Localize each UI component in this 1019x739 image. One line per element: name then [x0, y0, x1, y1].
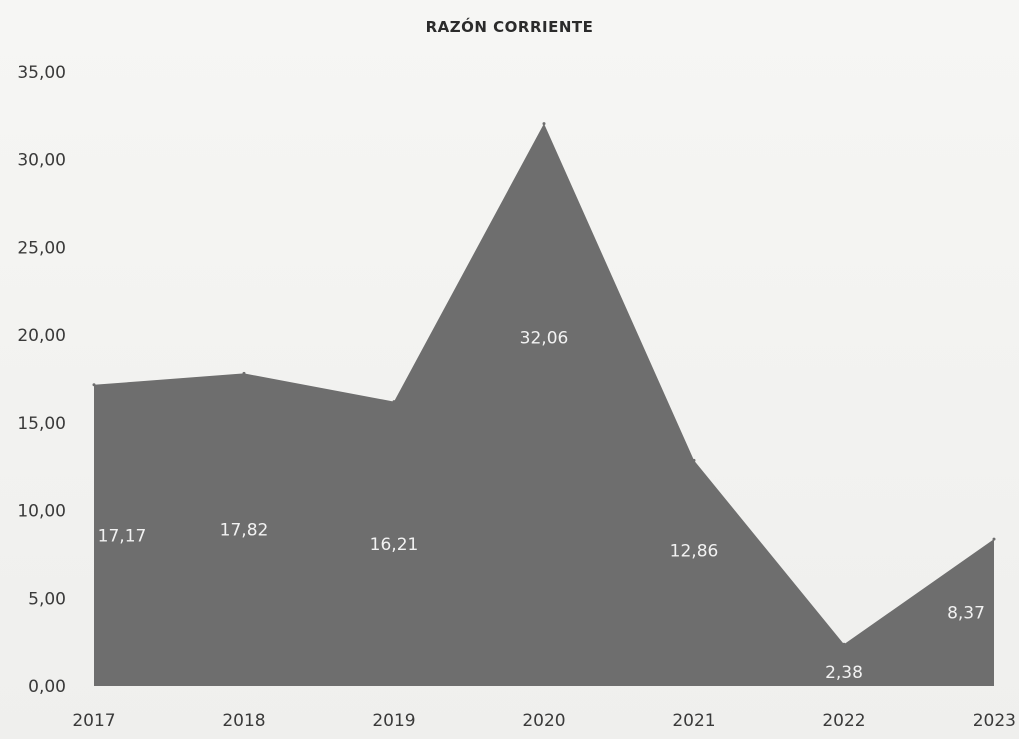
chart-title: RAZÓN CORRIENTE [425, 18, 594, 36]
x-tick-label: 2018 [222, 711, 265, 731]
data-point [242, 371, 246, 375]
x-tick-label: 2019 [372, 711, 415, 731]
x-tick-label: 2021 [672, 711, 715, 731]
x-tick-label: 2022 [822, 711, 865, 731]
y-tick-label: 30,00 [17, 151, 66, 171]
data-point [692, 458, 696, 462]
x-tick-label: 2023 [973, 711, 1016, 731]
data-label: 17,17 [98, 526, 147, 546]
y-tick-label: 5,00 [28, 589, 66, 609]
x-tick-label: 2020 [522, 711, 565, 731]
y-tick-label: 25,00 [17, 238, 66, 258]
data-label: 17,82 [220, 521, 269, 541]
y-tick-label: 15,00 [17, 414, 66, 434]
data-label: 8,37 [947, 604, 985, 624]
data-point [92, 383, 96, 387]
data-label: 16,21 [370, 535, 419, 555]
x-tick-label: 2017 [72, 711, 115, 731]
data-point [842, 642, 846, 646]
data-label: 12,86 [670, 542, 719, 562]
data-point [542, 122, 546, 126]
y-tick-label: 35,00 [17, 63, 66, 83]
area-series [94, 123, 994, 687]
y-tick-label: 0,00 [28, 677, 66, 697]
data-label: 32,06 [520, 328, 569, 348]
data-label: 2,38 [825, 663, 863, 683]
y-tick-label: 10,00 [17, 502, 66, 522]
y-tick-label: 20,00 [17, 326, 66, 346]
data-point [992, 537, 996, 541]
data-point [392, 400, 396, 404]
